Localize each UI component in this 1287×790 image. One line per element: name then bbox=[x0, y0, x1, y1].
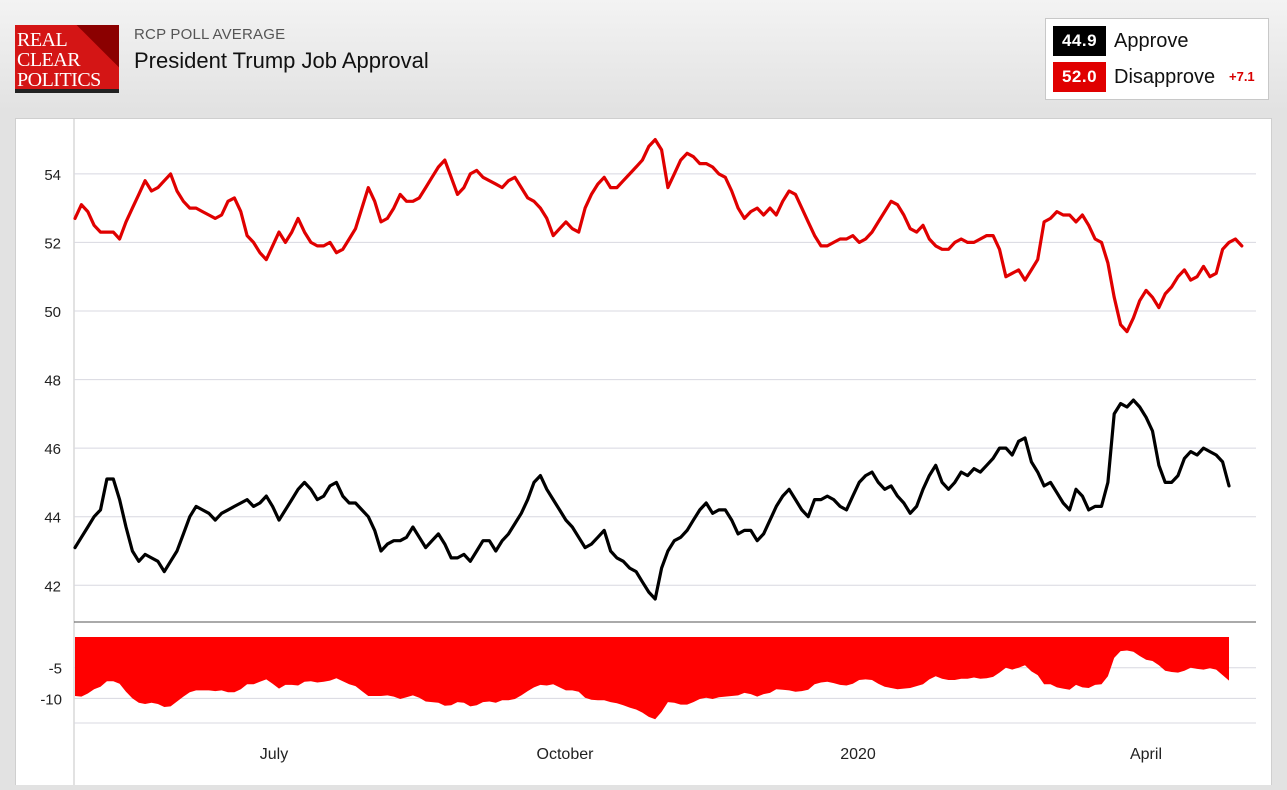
y-tick-label: 46 bbox=[44, 441, 61, 458]
chart-kicker: RCP POLL AVERAGE bbox=[134, 26, 286, 43]
logo-underline bbox=[15, 89, 119, 93]
y-tick-label: 44 bbox=[44, 510, 61, 527]
spread-tick-label: -10 bbox=[40, 691, 62, 708]
legend-disapprove: 52.0 Disapprove bbox=[1053, 62, 1215, 92]
legend-disapprove-label: Disapprove bbox=[1114, 65, 1216, 88]
chart-svg[interactable]: 42 44 46 48 50 52 54 -5 -10 July October 2020 April bbox=[16, 119, 1271, 785]
header: REAL CLEAR POLITICS RCP POLL AVERAGE Pre… bbox=[0, 0, 1287, 112]
x-tick-label: October bbox=[537, 746, 595, 763]
spread-area bbox=[75, 637, 1229, 720]
y-tick-label: 50 bbox=[44, 304, 61, 321]
y-tick-label: 54 bbox=[44, 167, 61, 184]
legend-approve: 44.9 Approve bbox=[1053, 26, 1189, 56]
approve-line bbox=[73, 398, 1231, 601]
disapprove-line bbox=[73, 138, 1244, 334]
x-tick-label: April bbox=[1130, 746, 1162, 763]
logo-text: REAL CLEAR POLITICS bbox=[17, 29, 101, 91]
legend-approve-label: Approve bbox=[1114, 29, 1189, 52]
legend-spread: +7.1 bbox=[1229, 69, 1255, 84]
realclearpolitics-logo[interactable]: REAL CLEAR POLITICS bbox=[15, 25, 119, 93]
x-tick-label: 2020 bbox=[840, 746, 876, 763]
y-tick-label: 52 bbox=[44, 235, 61, 252]
x-tick-label: July bbox=[260, 746, 288, 763]
y-tick-label: 48 bbox=[44, 373, 61, 390]
chart-title: President Trump Job Approval bbox=[134, 48, 429, 73]
spread-tick-label: -5 bbox=[49, 661, 62, 678]
y-tick-label: 42 bbox=[44, 578, 61, 595]
legend-approve-value: 44.9 bbox=[1053, 26, 1106, 56]
chart-panel: 42 44 46 48 50 52 54 -5 -10 July October 2020 April bbox=[15, 118, 1272, 785]
legend-disapprove-value: 52.0 bbox=[1053, 62, 1106, 92]
legend: 44.9 Approve 52.0 Disapprove +7.1 bbox=[1045, 18, 1269, 100]
